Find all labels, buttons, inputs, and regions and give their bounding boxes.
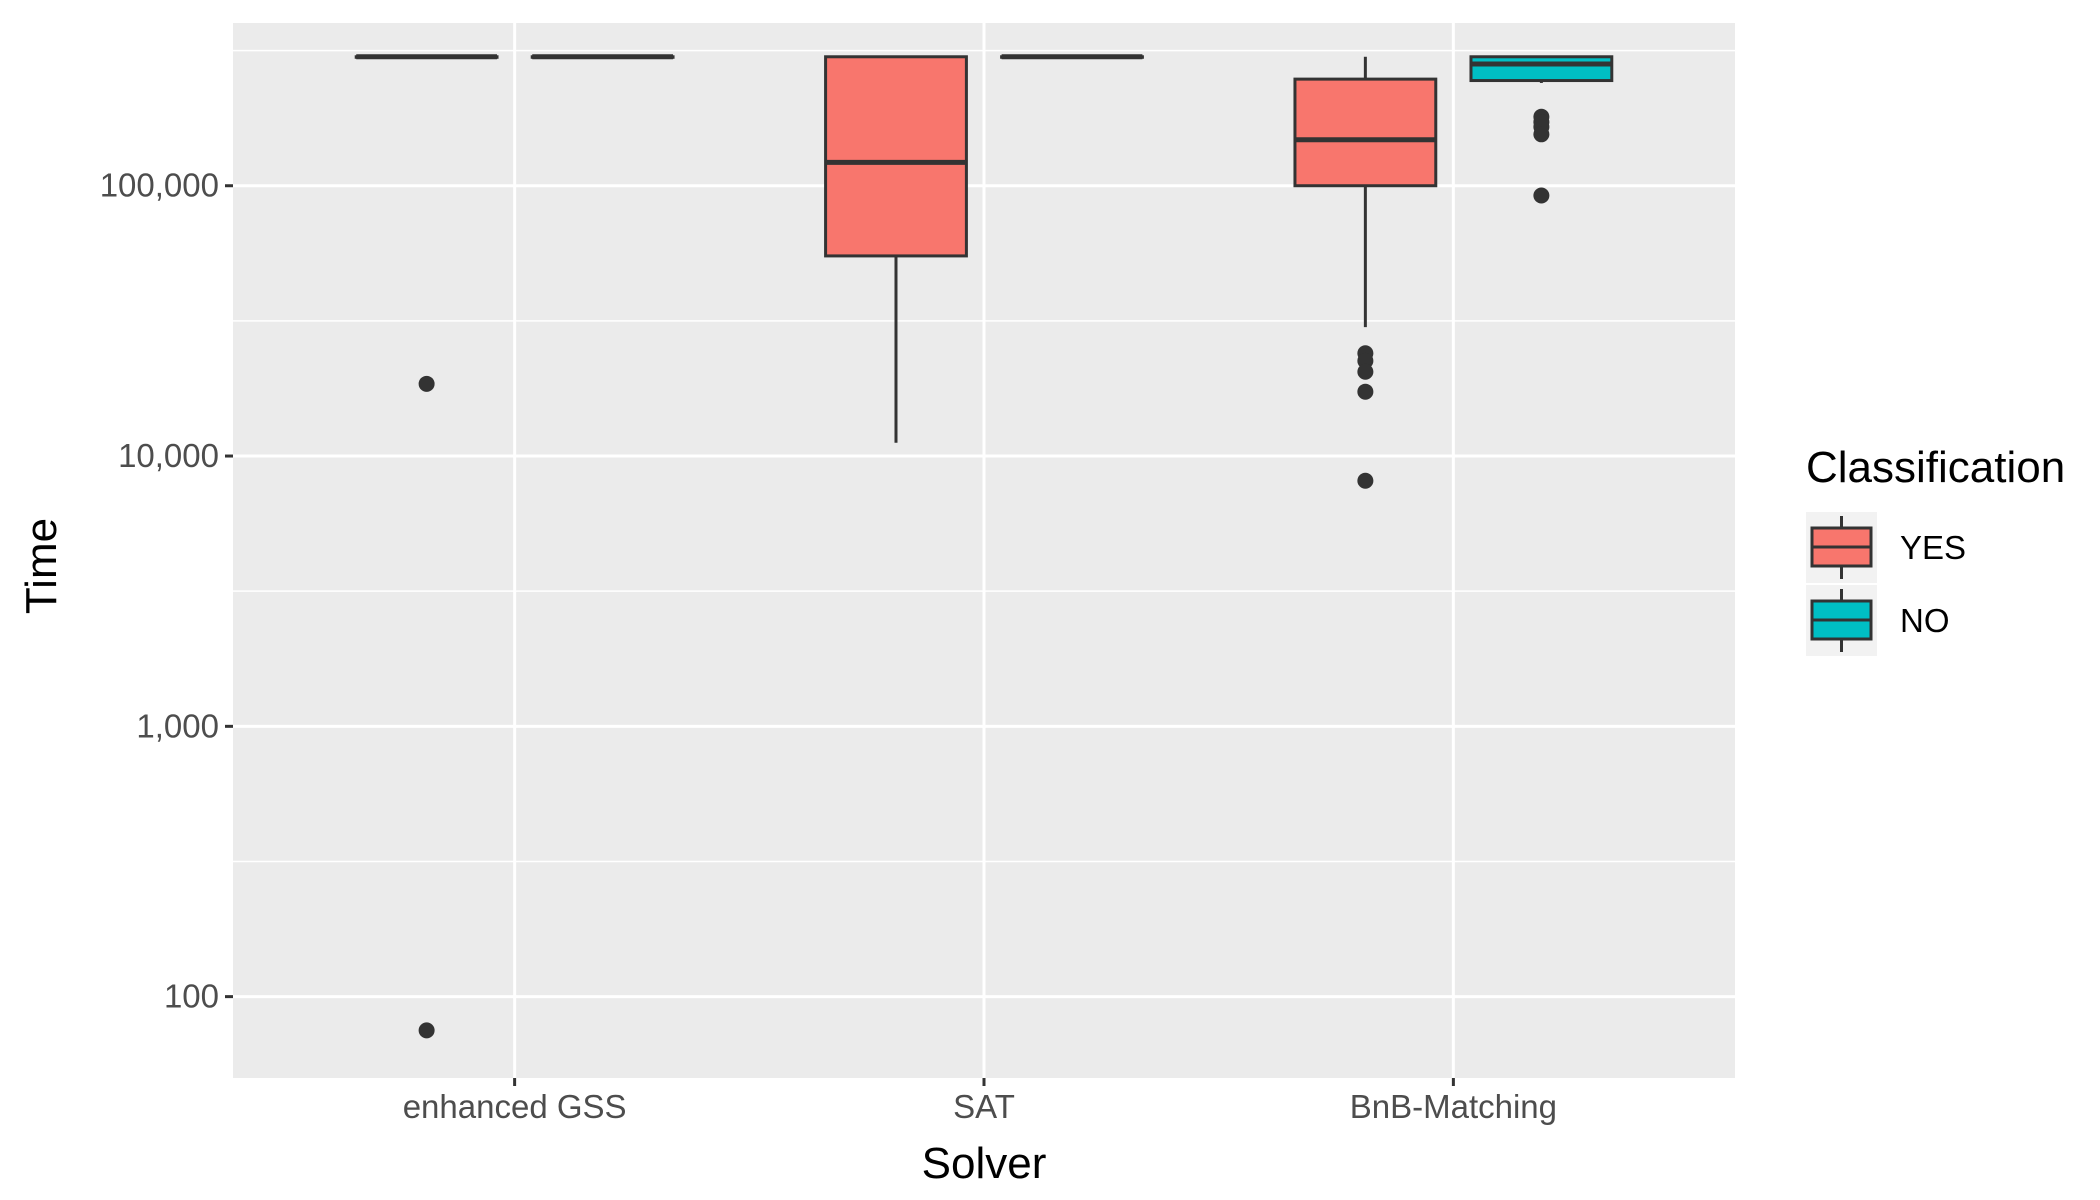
box-no-bnb-matching	[1469, 55, 1614, 204]
legend: Classification YES NO	[1806, 443, 2065, 656]
plot-panel	[233, 23, 1735, 1078]
box-no-sat	[1000, 54, 1144, 60]
box-no-enhanced-gss	[530, 54, 675, 60]
outlier-yes-bnb-matching-3	[1357, 383, 1374, 400]
outlier-yes-enhanced-gss-0	[418, 375, 435, 392]
y-tick-label-3: 100,000	[100, 167, 219, 204]
x-tick-label-0: enhanced GSS	[403, 1088, 627, 1125]
legend-title: Classification	[1806, 443, 2065, 492]
y-axis: 100 1,000 10,000 100,000	[100, 167, 233, 1015]
legend-entry-yes: YES	[1806, 512, 1966, 583]
box-body-yes-bnb-matching	[1293, 77, 1438, 188]
legend-label-yes: YES	[1900, 529, 1966, 566]
box-yes-enhanced-gss	[354, 54, 499, 1039]
outlier-yes-bnb-matching-2	[1357, 363, 1374, 380]
legend-label-no: NO	[1900, 602, 1950, 639]
x-axis-title: Solver	[922, 1139, 1047, 1188]
x-axis: enhanced GSS SAT BnB-Matching	[403, 1078, 1557, 1125]
outlier-yes-enhanced-gss-1	[418, 1022, 435, 1039]
outlier-no-bnb-matching-3	[1533, 126, 1550, 143]
outlier-no-bnb-matching-4	[1533, 187, 1550, 204]
box-layer	[354, 54, 1614, 1039]
box-yes-bnb-matching	[1293, 56, 1438, 489]
y-tick-label-1: 1,000	[136, 707, 219, 744]
y-tick-label-2: 10,000	[118, 437, 219, 474]
outlier-yes-bnb-matching-4	[1357, 472, 1374, 489]
legend-entry-no: NO	[1806, 585, 1950, 656]
major-gridlines	[233, 23, 1735, 1078]
box-body-yes-sat	[824, 55, 968, 258]
y-tick-label-0: 100	[164, 978, 219, 1015]
box-yes-sat	[824, 55, 968, 443]
box-body-no-bnb-matching	[1469, 55, 1614, 83]
y-axis-title: Time	[17, 518, 66, 614]
x-tick-label-1: SAT	[953, 1088, 1015, 1125]
x-tick-label-2: BnB-Matching	[1350, 1088, 1557, 1125]
